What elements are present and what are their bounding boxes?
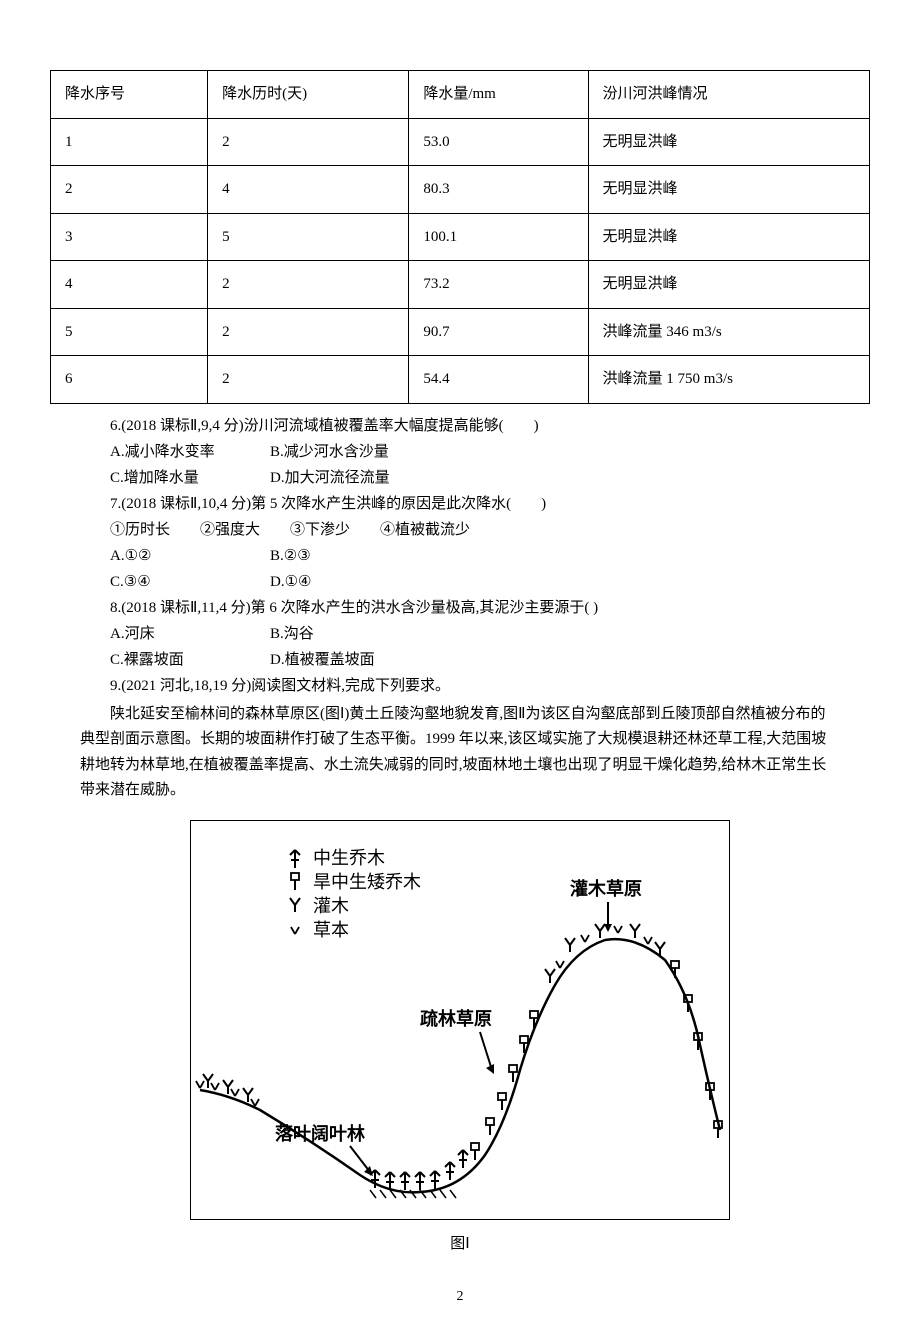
- context-paragraph: 陕北延安至榆林间的森林草原区(图Ⅰ)黄土丘陵沟壑地貌发育,图Ⅱ为该区自沟壑底部到…: [50, 702, 870, 804]
- table-cell: 无明显洪峰: [588, 118, 869, 166]
- table-cell: 73.2: [409, 261, 588, 309]
- questions-block: 6.(2018 课标Ⅱ,9,4 分)汾川河流域植被覆盖率大幅度提高能够( ) A…: [50, 414, 870, 698]
- q8-optA: A.河床: [110, 622, 270, 646]
- table-cell: 5: [51, 308, 208, 356]
- q8-optC: C.裸露坡面: [110, 648, 270, 672]
- svg-text:旱中生矮乔木: 旱中生矮乔木: [313, 872, 421, 892]
- table-row: 5290.7洪峰流量 346 m3/s: [51, 308, 870, 356]
- q7-options-row2: C.③④ D.①④: [110, 570, 840, 594]
- table-cell: 无明显洪峰: [588, 261, 869, 309]
- q7-stem: 7.(2018 课标Ⅱ,10,4 分)第 5 次降水产生洪峰的原因是此次降水( …: [110, 492, 840, 516]
- svg-text:疏林草原: 疏林草原: [420, 1008, 492, 1029]
- q8-options-row2: C.裸露坡面 D.植被覆盖坡面: [110, 648, 840, 672]
- table-cell: 2: [208, 308, 409, 356]
- table-cell: 6: [51, 356, 208, 404]
- table-cell: 80.3: [409, 166, 588, 214]
- q6-optA: A.减小降水变率: [110, 440, 270, 464]
- table-cell: 4: [208, 166, 409, 214]
- table-header-row: 降水序号 降水历时(天) 降水量/mm 汾川河洪峰情况: [51, 71, 870, 119]
- table-cell: 4: [51, 261, 208, 309]
- svg-text:中生乔木: 中生乔木: [313, 848, 385, 868]
- diagram-container: 中生乔木旱中生矮乔木灌木草本 灌木草原疏林草原落叶阔叶林 图Ⅰ: [50, 820, 870, 1256]
- svg-text:灌木: 灌木: [313, 896, 349, 916]
- table-cell: 1: [51, 118, 208, 166]
- col-header: 降水量/mm: [409, 71, 588, 119]
- q8-optB: B.沟谷: [270, 622, 430, 646]
- col-header: 汾川河洪峰情况: [588, 71, 869, 119]
- q6-stem: 6.(2018 课标Ⅱ,9,4 分)汾川河流域植被覆盖率大幅度提高能够( ): [110, 414, 840, 438]
- table-cell: 无明显洪峰: [588, 166, 869, 214]
- table-cell: 3: [51, 213, 208, 261]
- q6-optC: C.增加降水量: [110, 466, 270, 490]
- q7-optC: C.③④: [110, 570, 270, 594]
- diagram-caption: 图Ⅰ: [50, 1233, 870, 1256]
- table-row: 1253.0无明显洪峰: [51, 118, 870, 166]
- table-cell: 2: [208, 356, 409, 404]
- table-cell: 2: [208, 261, 409, 309]
- table-cell: 100.1: [409, 213, 588, 261]
- q8-optD: D.植被覆盖坡面: [270, 648, 430, 672]
- table-cell: 2: [51, 166, 208, 214]
- table-cell: 5: [208, 213, 409, 261]
- table-cell: 2: [208, 118, 409, 166]
- q6-options-row2: C.增加降水量 D.加大河流径流量: [110, 466, 840, 490]
- q9-stem: 9.(2021 河北,18,19 分)阅读图文材料,完成下列要求。: [110, 674, 840, 698]
- q7-options-row1: A.①② B.②③: [110, 544, 840, 568]
- q7-items: ①历时长 ②强度大 ③下渗少 ④植被截流少: [110, 518, 840, 542]
- table-row: 6254.4洪峰流量 1 750 m3/s: [51, 356, 870, 404]
- q7-optA: A.①②: [110, 544, 270, 568]
- table-cell: 洪峰流量 1 750 m3/s: [588, 356, 869, 404]
- table-row: 35100.1无明显洪峰: [51, 213, 870, 261]
- svg-text:落叶阔叶林: 落叶阔叶林: [275, 1123, 365, 1144]
- svg-text:灌木草原: 灌木草原: [570, 878, 642, 899]
- terrain-profile-diagram: 中生乔木旱中生矮乔木灌木草本 灌木草原疏林草原落叶阔叶林: [190, 820, 730, 1220]
- table-cell: 54.4: [409, 356, 588, 404]
- q7-optB: B.②③: [270, 544, 430, 568]
- col-header: 降水历时(天): [208, 71, 409, 119]
- table-cell: 无明显洪峰: [588, 213, 869, 261]
- table-cell: 53.0: [409, 118, 588, 166]
- page-number: 2: [50, 1286, 870, 1307]
- q6-optB: B.减少河水含沙量: [270, 440, 430, 464]
- precipitation-table: 降水序号 降水历时(天) 降水量/mm 汾川河洪峰情况 1253.0无明显洪峰2…: [50, 70, 870, 404]
- q7-optD: D.①④: [270, 570, 430, 594]
- table-row: 2480.3无明显洪峰: [51, 166, 870, 214]
- q8-stem: 8.(2018 课标Ⅱ,11,4 分)第 6 次降水产生的洪水含沙量极高,其泥沙…: [110, 596, 840, 620]
- table-cell: 90.7: [409, 308, 588, 356]
- svg-text:草本: 草本: [313, 920, 349, 940]
- table-cell: 洪峰流量 346 m3/s: [588, 308, 869, 356]
- q6-options-row1: A.减小降水变率 B.减少河水含沙量: [110, 440, 840, 464]
- q8-options-row1: A.河床 B.沟谷: [110, 622, 840, 646]
- col-header: 降水序号: [51, 71, 208, 119]
- q6-optD: D.加大河流径流量: [270, 466, 430, 490]
- table-row: 4273.2无明显洪峰: [51, 261, 870, 309]
